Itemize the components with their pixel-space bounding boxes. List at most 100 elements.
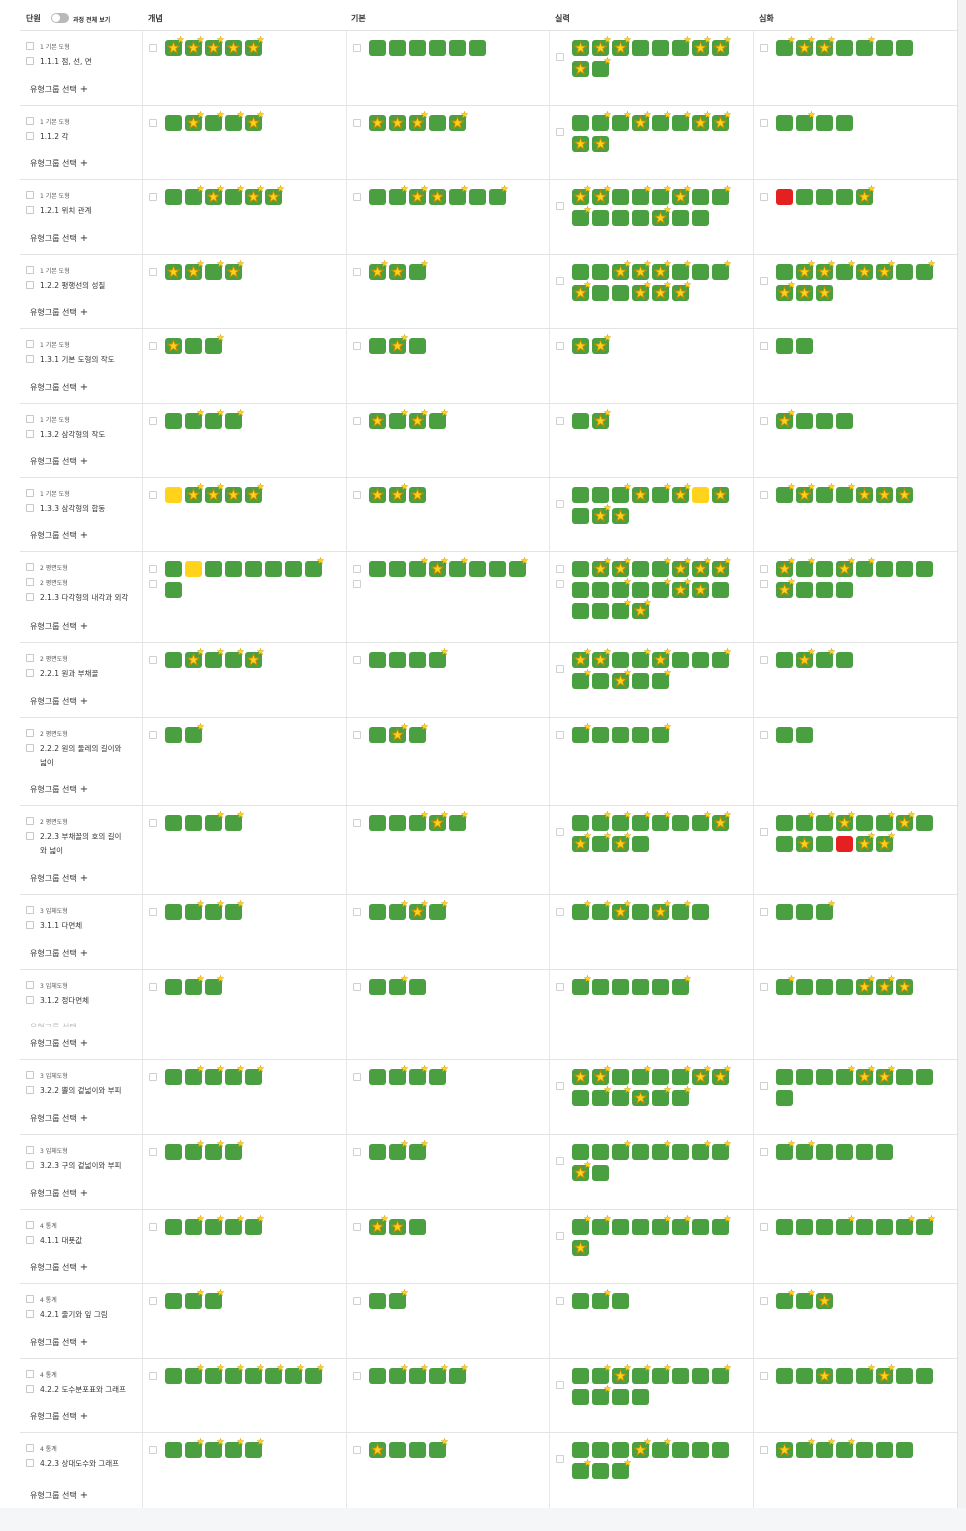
- problem-type-tile[interactable]: [896, 40, 913, 56]
- group-select-button[interactable]: 유형그룹 선택 +: [30, 1262, 88, 1273]
- level-checkbox[interactable]: [556, 1082, 564, 1090]
- problem-type-tile[interactable]: [632, 1144, 649, 1160]
- problem-type-tile[interactable]: [612, 1219, 629, 1235]
- problem-type-tile[interactable]: [369, 487, 386, 503]
- problem-type-tile[interactable]: [692, 36, 711, 56]
- problem-type-tile[interactable]: [185, 409, 204, 429]
- problem-type-tile[interactable]: [916, 1215, 935, 1235]
- group-select-button[interactable]: 유형그룹 선택 +: [30, 1337, 88, 1348]
- problem-type-tile[interactable]: [652, 648, 671, 668]
- section-checkbox[interactable]: [26, 996, 34, 1004]
- problem-type-tile[interactable]: [592, 557, 611, 577]
- problem-type-tile[interactable]: [816, 1069, 833, 1085]
- level-checkbox[interactable]: [760, 417, 768, 425]
- problem-type-tile[interactable]: [165, 338, 182, 354]
- problem-type-tile[interactable]: [409, 409, 428, 429]
- problem-type-tile[interactable]: [796, 260, 815, 280]
- problem-type-tile[interactable]: [369, 979, 386, 995]
- level-checkbox[interactable]: [353, 342, 361, 350]
- problem-type-tile[interactable]: [449, 811, 468, 831]
- chapter-item[interactable]: 4 통계: [26, 1369, 57, 1379]
- problem-type-tile[interactable]: [572, 1090, 589, 1106]
- problem-type-tile[interactable]: [429, 1065, 448, 1085]
- chapter-checkbox[interactable]: [26, 1370, 34, 1378]
- problem-type-tile[interactable]: [816, 1438, 835, 1458]
- problem-type-tile[interactable]: [592, 900, 611, 920]
- problem-type-tile[interactable]: [896, 264, 913, 280]
- problem-type-tile[interactable]: [205, 900, 224, 920]
- problem-type-tile[interactable]: [225, 40, 242, 56]
- problem-type-tile[interactable]: [612, 578, 631, 598]
- group-select-button[interactable]: 유형그룹 선택 +: [30, 1188, 88, 1199]
- problem-type-tile[interactable]: [896, 1368, 913, 1384]
- problem-type-tile[interactable]: [389, 975, 408, 995]
- section-checkbox[interactable]: [26, 921, 34, 929]
- chapter-checkbox[interactable]: [26, 1221, 34, 1229]
- problem-type-tile[interactable]: [876, 487, 893, 503]
- group-select-button[interactable]: 유형그룹 선택 +: [30, 948, 88, 959]
- problem-type-tile[interactable]: [225, 811, 244, 831]
- level-checkbox[interactable]: [149, 565, 157, 573]
- problem-type-tile[interactable]: [652, 723, 671, 743]
- problem-type-tile[interactable]: [165, 36, 184, 56]
- problem-type-tile[interactable]: [816, 648, 835, 668]
- problem-type-tile[interactable]: [205, 1215, 224, 1235]
- problem-type-tile[interactable]: [572, 561, 589, 577]
- chapter-checkbox[interactable]: [26, 817, 34, 825]
- problem-type-tile[interactable]: [165, 652, 182, 668]
- problem-type-tile[interactable]: [449, 111, 468, 131]
- level-checkbox[interactable]: [556, 983, 564, 991]
- problem-type-tile[interactable]: [632, 673, 649, 689]
- problem-type-tile[interactable]: [652, 900, 671, 920]
- level-checkbox[interactable]: [556, 1157, 564, 1165]
- problem-type-tile[interactable]: [796, 904, 813, 920]
- problem-type-tile[interactable]: [652, 811, 671, 831]
- level-checkbox[interactable]: [353, 1148, 361, 1156]
- problem-type-tile[interactable]: [205, 561, 222, 577]
- problem-type-tile[interactable]: [896, 561, 913, 577]
- problem-type-tile[interactable]: [185, 338, 202, 354]
- problem-type-tile[interactable]: [712, 557, 731, 577]
- level-checkbox[interactable]: [353, 193, 361, 201]
- problem-type-tile[interactable]: [796, 811, 815, 831]
- problem-type-tile[interactable]: [672, 578, 691, 598]
- chapter-item[interactable]: 3 입체도형: [26, 1070, 68, 1080]
- problem-type-tile[interactable]: [612, 1086, 631, 1106]
- chapter-item[interactable]: 4 통계: [26, 1294, 57, 1304]
- level-checkbox[interactable]: [353, 417, 361, 425]
- problem-type-tile[interactable]: [816, 979, 833, 995]
- problem-type-tile[interactable]: [776, 1069, 793, 1085]
- group-select-button[interactable]: 유형그룹 선택 +: [30, 1411, 88, 1422]
- level-checkbox[interactable]: [556, 828, 564, 836]
- problem-type-tile[interactable]: [245, 483, 264, 503]
- problem-type-tile[interactable]: [612, 36, 631, 56]
- level-checkbox[interactable]: [149, 908, 157, 916]
- level-checkbox[interactable]: [149, 119, 157, 127]
- problem-type-tile[interactable]: [572, 413, 589, 429]
- problem-type-tile[interactable]: [856, 487, 873, 503]
- problem-type-tile[interactable]: [692, 557, 711, 577]
- problem-type-tile[interactable]: [225, 185, 244, 205]
- problem-type-tile[interactable]: [225, 1364, 244, 1384]
- level-checkbox[interactable]: [556, 417, 564, 425]
- problem-type-tile[interactable]: [572, 115, 589, 131]
- problem-type-tile[interactable]: [776, 975, 795, 995]
- problem-type-tile[interactable]: [165, 1069, 182, 1085]
- problem-type-tile[interactable]: [429, 1438, 448, 1458]
- problem-type-tile[interactable]: [796, 413, 813, 429]
- problem-type-tile[interactable]: [572, 1069, 589, 1085]
- problem-type-tile[interactable]: [369, 115, 386, 131]
- chapter-item[interactable]: 2 평면도형: [26, 562, 68, 572]
- problem-type-tile[interactable]: [369, 727, 386, 743]
- problem-type-tile[interactable]: [225, 648, 244, 668]
- problem-type-tile[interactable]: [796, 36, 815, 56]
- problem-type-tile[interactable]: [225, 1140, 244, 1160]
- section-item[interactable]: 1.2.2 평행선의 성질: [26, 280, 105, 290]
- problem-type-tile[interactable]: [816, 1368, 833, 1384]
- problem-type-tile[interactable]: [469, 189, 486, 205]
- level-checkbox[interactable]: [149, 1223, 157, 1231]
- level-checkbox[interactable]: [556, 1297, 564, 1305]
- problem-type-tile[interactable]: [632, 1219, 649, 1235]
- problem-type-tile[interactable]: [836, 1368, 853, 1384]
- problem-type-tile[interactable]: [185, 1065, 204, 1085]
